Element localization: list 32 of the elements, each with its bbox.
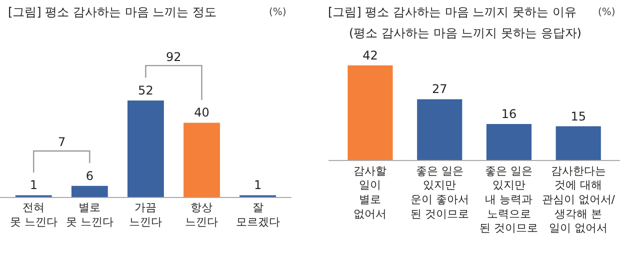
bar: [556, 126, 601, 160]
x-tick-label: 좋은 일은 있지만 운이 좋아서 된 것이므로: [410, 164, 469, 220]
x-tick-label: 감사한다는 것에 대해 관심이 없어서/ 생각해 본 일이 없어서: [542, 164, 616, 235]
x-tick-label: 가끔 느낀다: [129, 201, 162, 229]
chart-subtitle: (평소 감사하는 마음 느끼지 못하는 응답자): [349, 26, 582, 40]
data-label: 52: [138, 83, 154, 98]
data-label: 15: [570, 109, 586, 124]
data-label: 1: [254, 178, 262, 192]
x-tick-label: 감사할 일이 별로 없어서: [354, 164, 387, 220]
data-label: 27: [432, 82, 448, 96]
chart-title: [그림] 평소 감사하는 마음 느끼는 정도: [8, 5, 216, 19]
data-label: 1: [30, 178, 38, 192]
bar: [348, 65, 393, 160]
data-label: 6: [86, 168, 94, 183]
y-axis-title: (%): [269, 7, 286, 18]
x-tick-label: 항상 느낀다: [185, 201, 218, 229]
bar: [71, 186, 108, 198]
x-tick-label: 잘 모르겠다: [236, 201, 280, 229]
data-label: 16: [501, 107, 517, 122]
annotation: 7: [58, 135, 66, 149]
bar: [184, 122, 220, 198]
y-axis-title: (%): [598, 7, 616, 18]
bar: [127, 100, 164, 198]
data-label: 40: [194, 106, 210, 120]
data-label: 42: [362, 48, 378, 62]
chart-title: [그림] 평소 감사하는 마음 느끼지 못하는 이유: [328, 5, 576, 19]
x-tick-label: 별로 못 느낀다: [66, 201, 114, 229]
bar: [486, 124, 532, 160]
bar: [417, 99, 462, 160]
x-tick-label: 전혀 못 느낀다: [10, 201, 58, 229]
text: 92: [166, 50, 182, 64]
x-tick-label: 좋은 일은 있지만 내 능력과 노력으로 된 것이므로: [480, 164, 538, 235]
